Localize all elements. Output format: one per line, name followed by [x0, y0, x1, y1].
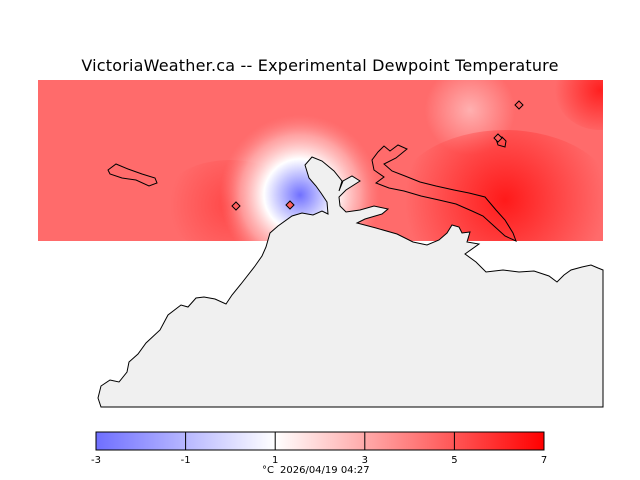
- colorbar-tick-label: 7: [541, 455, 547, 466]
- colorbar-timestamp: 2026/04/19 04:27: [280, 465, 370, 476]
- colorbar-gradient: [96, 432, 544, 450]
- station-marker-northeast-1[interactable]: [514, 100, 524, 110]
- map-title: VictoriaWeather.ca -- Experimental Dewpo…: [81, 56, 559, 75]
- coastline: [97, 136, 604, 408]
- station-marker-victoria-center[interactable]: [285, 200, 295, 210]
- colorbar-tick-label: -3: [91, 455, 101, 466]
- colorbar-tick-label: 5: [451, 455, 457, 466]
- station-markers: [231, 100, 524, 211]
- island-sound: [371, 144, 517, 242]
- colorbar-unit-label: °C: [262, 465, 274, 476]
- island-west: [107, 163, 158, 187]
- station-marker-northeast-2[interactable]: [493, 133, 503, 143]
- vancouver-island-land: [97, 156, 604, 408]
- colorbar-tick-label: -1: [181, 455, 191, 466]
- colorbar-tick-label: 1: [272, 455, 278, 466]
- colorbar-ticks: -3 -1 1 3 5 7: [91, 432, 547, 466]
- station-marker-west[interactable]: [231, 201, 241, 211]
- colorbar-tick-label: 3: [362, 455, 368, 466]
- colorbar: -3 -1 1 3 5 7 °C 2026/04/19 04:27: [91, 431, 547, 476]
